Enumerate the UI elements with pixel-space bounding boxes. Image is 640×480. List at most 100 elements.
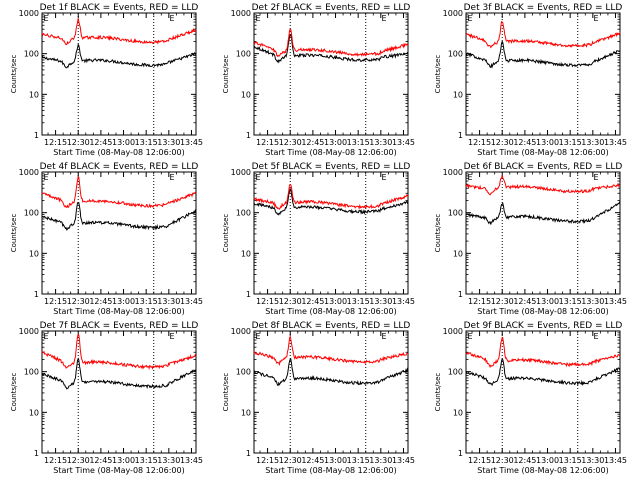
x-tick-label: 13:45 bbox=[604, 456, 627, 465]
lld-series-line bbox=[253, 334, 409, 367]
x-tick-label: 13:45 bbox=[604, 138, 627, 147]
y-axis-label: Counts/sec bbox=[434, 214, 442, 253]
plot-frame bbox=[465, 12, 621, 136]
x-tick-label: 13:45 bbox=[392, 297, 415, 306]
lld-series-line bbox=[253, 184, 409, 210]
plot-frame bbox=[41, 171, 197, 295]
y-tick-label: 1000 bbox=[443, 9, 463, 18]
detector-panel: Det 3f BLACK = Events, RED = LLD 1 10 100 10… bbox=[434, 3, 627, 157]
x-axis-label: Start Time (08-May-08 12:06:00) bbox=[53, 307, 184, 316]
x-axis-label: Start Time (08-May-08 12:06:00) bbox=[477, 466, 608, 475]
events-series-line bbox=[253, 357, 409, 387]
y-tick-label: 1 bbox=[246, 449, 251, 458]
x-tick-label: 13:45 bbox=[180, 456, 203, 465]
y-tick-label: 100 bbox=[448, 50, 463, 59]
corner-mark: E bbox=[255, 14, 260, 23]
x-axis-label: Start Time (08-May-08 12:06:00) bbox=[477, 148, 608, 157]
events-series-line bbox=[465, 357, 621, 387]
corner-mark: E bbox=[381, 332, 386, 341]
x-tick-label: 13:00 bbox=[536, 297, 559, 306]
x-tick-label: 13:30 bbox=[369, 138, 392, 147]
y-axis-label: Counts/sec bbox=[10, 373, 18, 412]
x-tick-label: 13:45 bbox=[392, 456, 415, 465]
x-tick-label: 12:15 bbox=[44, 138, 67, 147]
corner-mark: E bbox=[467, 173, 472, 182]
x-tick-label: 13:00 bbox=[112, 297, 135, 306]
events-series-line bbox=[253, 34, 409, 64]
corner-mark: E bbox=[381, 173, 386, 182]
lld-series-line bbox=[41, 175, 197, 209]
y-tick-label: 1000 bbox=[19, 168, 39, 177]
x-tick-label: 13:15 bbox=[135, 138, 158, 147]
y-tick-label: 10 bbox=[29, 249, 39, 258]
y-tick-label: 10 bbox=[29, 408, 39, 417]
y-tick-label: 100 bbox=[236, 209, 251, 218]
x-tick-label: 13:30 bbox=[581, 456, 604, 465]
panel-title: Det 7f BLACK = Events, RED = LLD bbox=[40, 321, 199, 331]
x-tick-label: 13:45 bbox=[604, 297, 627, 306]
x-axis-label: Start Time (08-May-08 12:06:00) bbox=[53, 148, 184, 157]
y-tick-label: 10 bbox=[241, 90, 251, 99]
y-tick-label: 100 bbox=[448, 209, 463, 218]
y-tick-label: 100 bbox=[24, 50, 39, 59]
x-tick-label: 13:00 bbox=[536, 138, 559, 147]
x-axis-label: Start Time (08-May-08 12:06:00) bbox=[265, 466, 396, 475]
corner-mark: E bbox=[593, 173, 598, 182]
y-axis-label: Counts/sec bbox=[10, 214, 18, 253]
y-tick-label: 1 bbox=[458, 131, 463, 140]
corner-mark: E bbox=[593, 14, 598, 23]
x-tick-label: 13:15 bbox=[347, 456, 370, 465]
x-tick-label: 12:15 bbox=[256, 138, 279, 147]
plot-frame bbox=[253, 330, 409, 454]
x-tick-label: 12:15 bbox=[468, 456, 491, 465]
x-tick-label: 13:00 bbox=[112, 138, 135, 147]
corner-mark: E bbox=[169, 332, 174, 341]
panel-title: Det 3f BLACK = Events, RED = LLD bbox=[464, 3, 623, 13]
panel-title: Det 5f BLACK = Events, RED = LLD bbox=[252, 162, 411, 172]
x-tick-label: 12:45 bbox=[89, 138, 112, 147]
x-tick-label: 13:00 bbox=[324, 138, 347, 147]
detector-panel: Det 9f BLACK = Events, RED = LLD 1 10 100 10… bbox=[434, 321, 627, 475]
x-tick-label: 12:45 bbox=[301, 297, 324, 306]
lld-series-line bbox=[41, 18, 197, 46]
x-tick-label: 13:15 bbox=[559, 456, 582, 465]
x-tick-label: 12:15 bbox=[468, 297, 491, 306]
x-axis-label: Start Time (08-May-08 12:06:00) bbox=[265, 148, 396, 157]
x-tick-label: 13:15 bbox=[559, 138, 582, 147]
detector-panel: Det 2f BLACK = Events, RED = LLD 1 10 100 10… bbox=[222, 3, 415, 157]
y-tick-label: 1000 bbox=[19, 9, 39, 18]
panel-title: Det 9f BLACK = Events, RED = LLD bbox=[464, 321, 623, 331]
x-tick-label: 12:45 bbox=[513, 138, 536, 147]
corner-mark: E bbox=[169, 14, 174, 23]
x-tick-label: 13:45 bbox=[392, 138, 415, 147]
y-tick-label: 1 bbox=[246, 131, 251, 140]
lld-series-line bbox=[253, 28, 409, 57]
y-tick-label: 100 bbox=[236, 50, 251, 59]
x-tick-label: 13:00 bbox=[324, 456, 347, 465]
x-tick-label: 13:45 bbox=[180, 297, 203, 306]
lld-series-line bbox=[465, 175, 621, 196]
x-tick-label: 13:15 bbox=[347, 297, 370, 306]
y-tick-label: 1000 bbox=[443, 168, 463, 177]
corner-mark: E bbox=[593, 332, 598, 341]
panel-title: Det 6f BLACK = Events, RED = LLD bbox=[464, 162, 623, 172]
y-tick-label: 100 bbox=[448, 368, 463, 377]
x-tick-label: 13:30 bbox=[369, 456, 392, 465]
detector-panel: Det 4f BLACK = Events, RED = LLD 1 10 100 10… bbox=[10, 162, 203, 316]
y-tick-label: 10 bbox=[241, 408, 251, 417]
x-tick-label: 12:30 bbox=[491, 456, 514, 465]
y-tick-label: 10 bbox=[241, 249, 251, 258]
plot-frame bbox=[465, 330, 621, 454]
x-axis-label: Start Time (08-May-08 12:06:00) bbox=[477, 307, 608, 316]
x-tick-label: 12:45 bbox=[513, 297, 536, 306]
plot-frame bbox=[465, 171, 621, 295]
events-series-line bbox=[465, 40, 621, 69]
detector-panel: Det 5f BLACK = Events, RED = LLD 1 10 100 10… bbox=[222, 162, 415, 316]
events-series-line bbox=[41, 357, 197, 390]
detector-panel: Det 7f BLACK = Events, RED = LLD 1 10 100 10… bbox=[10, 321, 203, 475]
events-series-line bbox=[41, 43, 197, 69]
x-tick-label: 13:30 bbox=[157, 138, 180, 147]
x-tick-label: 13:30 bbox=[369, 297, 392, 306]
y-tick-label: 1 bbox=[458, 449, 463, 458]
